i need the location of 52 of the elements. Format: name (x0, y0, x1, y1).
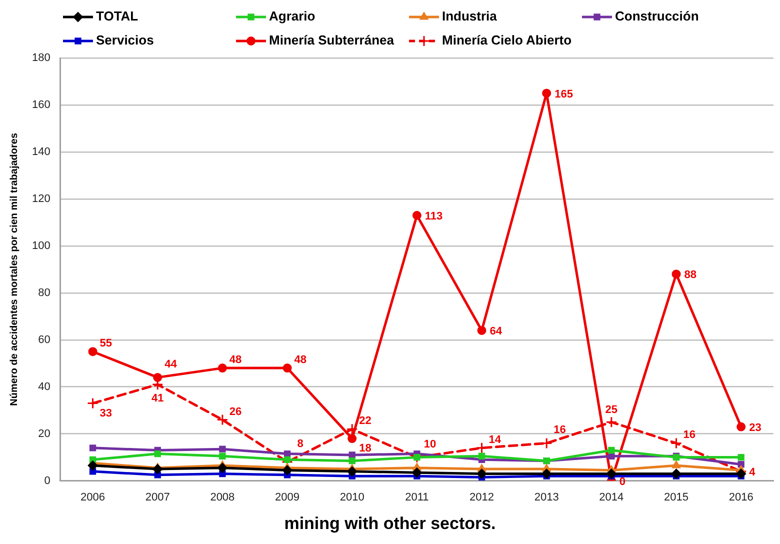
data-label: 8 (297, 438, 304, 450)
y-tick-label: 160 (32, 99, 50, 112)
legend-label: Construcción (615, 8, 699, 24)
x-tick-label: 2012 (470, 491, 494, 504)
legend-label: TOTAL (96, 8, 138, 24)
x-tick-label: 2016 (728, 491, 754, 504)
data-label: 0 (619, 476, 626, 488)
y-axis-title: Número de accidentes mortales por cien mil trabajadores (8, 132, 20, 406)
x-tick-label: 2014 (599, 491, 624, 504)
x-tick-label: 2006 (80, 491, 106, 504)
data-label: 16 (554, 424, 566, 436)
data-label: 48 (294, 354, 307, 366)
legend-label: Industria (442, 8, 498, 24)
data-label: 25 (605, 404, 618, 416)
data-label: 10 (424, 438, 436, 450)
data-label: 41 (151, 392, 164, 405)
x-tick-label: 2013 (534, 491, 559, 504)
data-label: 64 (490, 326, 503, 338)
y-tick-label: 40 (38, 380, 50, 393)
data-label: 23 (749, 422, 762, 434)
x-tick-label: 2007 (145, 491, 170, 504)
legend-label: Agrario (269, 8, 316, 24)
x-tick-label: 2015 (664, 491, 688, 504)
y-tick-label: 80 (38, 286, 50, 299)
data-label: 22 (359, 415, 372, 428)
data-label: 165 (554, 88, 573, 100)
x-tick-label: 2011 (405, 491, 429, 504)
data-label: 16 (683, 429, 696, 442)
legend-label: Minería Cielo Abierto (442, 32, 572, 48)
y-tick-label: 0 (44, 474, 50, 487)
y-tick-label: 60 (38, 334, 50, 346)
y-tick-label: 120 (32, 192, 50, 205)
y-tick-label: 100 (32, 240, 50, 252)
data-label: 44 (164, 358, 178, 370)
data-label: 26 (229, 406, 242, 418)
text: mining with other sectors. (283, 514, 497, 534)
data-label: 33 (100, 407, 112, 420)
x-tick-label: 2008 (210, 491, 235, 504)
data-label: 18 (359, 442, 372, 455)
legend-label: Servicios (96, 32, 154, 48)
legend-label: Minería Subterránea (269, 32, 395, 48)
x-tick-label: 2010 (340, 491, 364, 504)
y-tick-label: 180 (32, 52, 50, 64)
data-label: 48 (229, 354, 242, 366)
data-label: 113 (424, 210, 443, 222)
data-label: 14 (488, 434, 502, 446)
data-label: 55 (100, 338, 112, 350)
y-tick-label: 140 (32, 146, 50, 158)
y-tick-label: 20 (38, 428, 50, 440)
data-label: 88 (684, 269, 697, 282)
x-tick-label: 2009 (275, 491, 300, 504)
data-label: 4 (749, 466, 756, 478)
